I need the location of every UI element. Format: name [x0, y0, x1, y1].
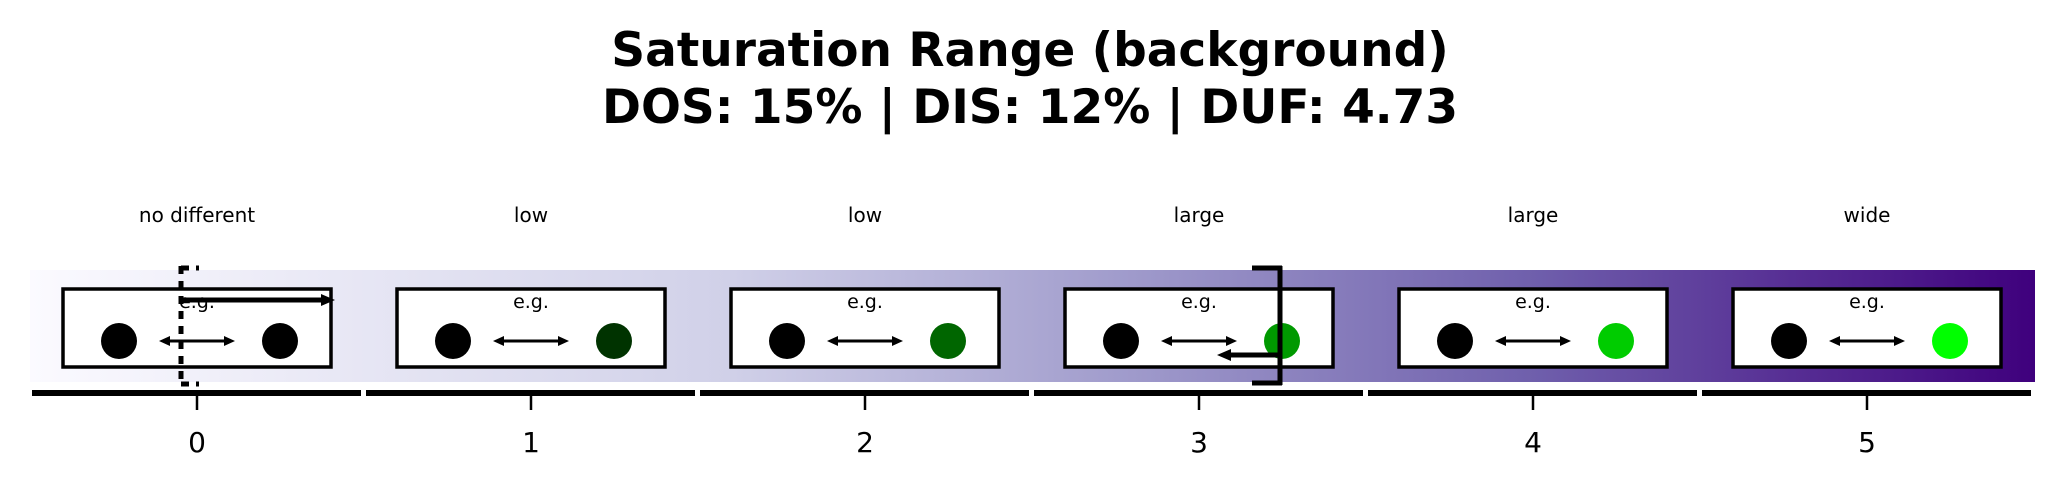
level-2: low e.g. 2	[700, 203, 1029, 459]
arrow-head-left	[827, 336, 838, 346]
tick-label: 5	[1858, 426, 1876, 459]
level-label: no different	[139, 203, 255, 227]
example-label: e.g.	[847, 291, 883, 313]
sample-circle	[596, 323, 632, 359]
tick-label: 3	[1190, 426, 1208, 459]
arrow-head-left	[1161, 336, 1172, 346]
example-label: e.g.	[1849, 291, 1885, 313]
level-label: large	[1174, 203, 1225, 227]
sample-circle	[1932, 323, 1968, 359]
saturation-gradient-band	[30, 270, 2035, 382]
reference-circle	[769, 323, 805, 359]
reference-circle	[1771, 323, 1807, 359]
tick-label: 0	[188, 426, 206, 459]
example-label: e.g.	[513, 291, 549, 313]
arrow-head-right	[558, 336, 569, 346]
arrow-head-right	[1226, 336, 1237, 346]
example-label: e.g.	[1181, 291, 1217, 313]
reference-circle	[435, 323, 471, 359]
level-3: large e.g. 3	[1034, 203, 1363, 459]
level-label: large	[1508, 203, 1559, 227]
arrow-head-left	[1495, 336, 1506, 346]
level-label: low	[514, 203, 548, 227]
tick-label: 4	[1524, 426, 1542, 459]
tick-label: 1	[522, 426, 540, 459]
sample-circle	[262, 323, 298, 359]
reference-circle	[1437, 323, 1473, 359]
reference-circle	[101, 323, 137, 359]
level-0: no differente.g.0	[32, 203, 361, 459]
tick-label: 2	[856, 426, 874, 459]
level-4: large e.g. 4	[1368, 203, 1697, 459]
level-label: wide	[1844, 203, 1891, 227]
arrow-head-left	[493, 336, 504, 346]
example-label: e.g.	[1515, 291, 1551, 313]
arrow-head-right	[224, 336, 235, 346]
arrow-head-right	[1560, 336, 1571, 346]
arrow-head-left	[1829, 336, 1840, 346]
reference-circle	[1103, 323, 1139, 359]
level-label: low	[848, 203, 882, 227]
arrow-head-right	[892, 336, 903, 346]
arrow-head-left	[159, 336, 170, 346]
level-5: wide e.g. 5	[1702, 203, 2031, 459]
sample-circle	[1598, 323, 1634, 359]
arrow-head-right	[1894, 336, 1905, 346]
level-panels: no differente.g.0lowe.g.1lowe.g.2largee.…	[32, 203, 2031, 459]
dis-arrow-head	[1217, 349, 1231, 361]
range-markers	[178, 265, 1283, 387]
dos-arrow-head	[321, 294, 335, 306]
level-1: low e.g. 1	[366, 203, 695, 459]
sample-circle	[930, 323, 966, 359]
title-line-2: DOS: 15% | DIS: 12% | DUF: 4.73	[602, 80, 1458, 135]
title-line-1: Saturation Range (background)	[611, 23, 1448, 78]
